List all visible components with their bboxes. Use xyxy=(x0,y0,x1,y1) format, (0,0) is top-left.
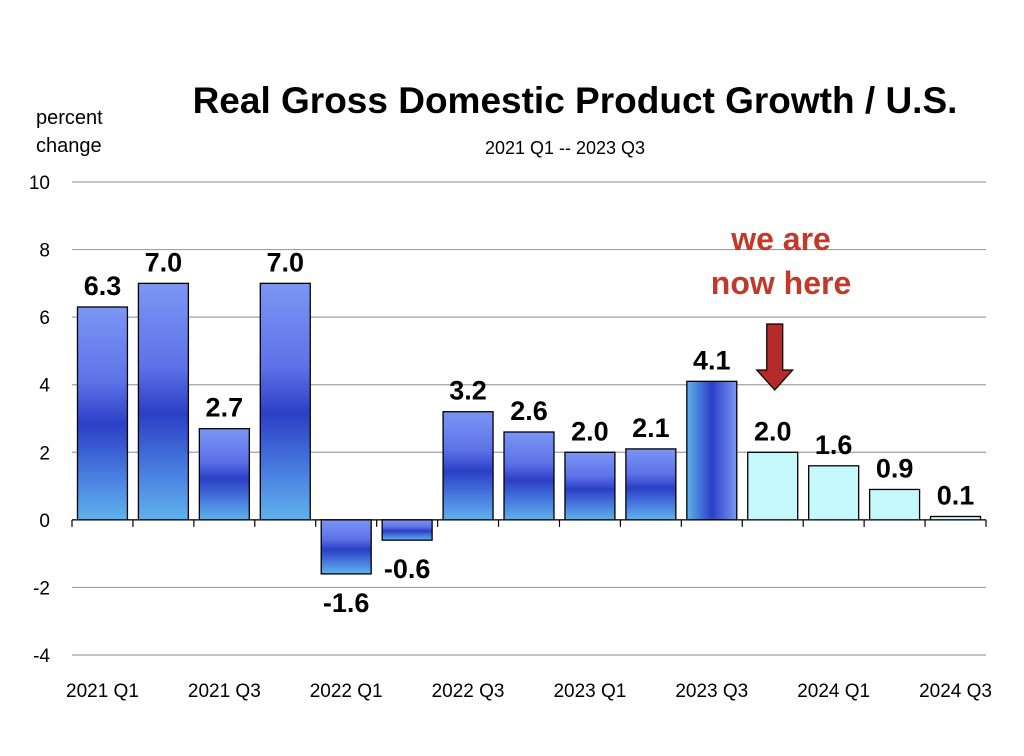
x-tick-labels: 2021 Q1 2021 Q3 2022 Q1 2022 Q3 2023 Q1 2023 … xyxy=(66,681,992,702)
data-label: 2.6 xyxy=(510,396,548,426)
y-tick-label: -4 xyxy=(33,646,50,667)
bar-2023-q1 xyxy=(564,451,616,521)
y-axis-label-line-2: change xyxy=(36,135,102,157)
annotation-line-1: we are xyxy=(731,221,831,257)
bar-2023-q4 xyxy=(747,451,799,521)
x-tick-label: 2023 Q1 xyxy=(553,681,626,702)
bar-2024-q1 xyxy=(808,465,860,521)
bar-2022-q3 xyxy=(442,411,494,521)
bar-2022-q1 xyxy=(320,519,372,575)
bar-2023-q3 xyxy=(686,380,738,521)
data-label: 2.0 xyxy=(754,416,792,446)
bars xyxy=(76,282,982,575)
bar-2021-q1 xyxy=(76,306,129,521)
data-label: 2.7 xyxy=(206,393,244,423)
y-tick-label: 0 xyxy=(39,511,50,532)
y-tick-label: 2 xyxy=(39,443,50,464)
bar-2021-q4 xyxy=(259,282,311,521)
data-label: -0.6 xyxy=(384,554,431,584)
bar-2022-q2 xyxy=(381,519,433,541)
x-tick-label: 2022 Q1 xyxy=(310,681,383,702)
data-label: 3.2 xyxy=(449,376,487,406)
y-axis-label-line-1: percent xyxy=(36,107,103,129)
y-tick-label: -2 xyxy=(33,578,50,599)
data-label: 4.1 xyxy=(693,345,731,375)
bar-2023-q2 xyxy=(625,448,677,521)
y-axis-label: percent change xyxy=(36,104,103,160)
data-label: 7.0 xyxy=(145,247,183,277)
x-tick-label: 2022 Q3 xyxy=(432,681,505,702)
chart-subtitle: 2021 Q1 -- 2023 Q3 xyxy=(484,138,646,158)
data-label: 1.6 xyxy=(815,430,853,460)
data-label: 2.0 xyxy=(571,416,609,446)
y-tick-label: 10 xyxy=(29,173,50,194)
x-tick-label: 2024 Q3 xyxy=(919,681,992,702)
bar-2024-q3 xyxy=(929,515,982,521)
x-tick-label: 2021 Q3 xyxy=(188,681,261,702)
down-arrow-icon xyxy=(755,323,795,391)
data-label: -1.6 xyxy=(323,588,370,618)
x-tick-label: 2024 Q1 xyxy=(797,681,870,702)
bar-2021-q2 xyxy=(137,282,190,521)
annotation-text: we are now here xyxy=(700,217,862,305)
data-label: 0.9 xyxy=(876,453,914,483)
x-tick-label: 2021 Q1 xyxy=(66,681,139,702)
bar-2024-q2 xyxy=(868,488,921,521)
y-tick-labels: -4 -2 0 2 4 6 8 10 xyxy=(29,173,51,667)
y-tick-label: 4 xyxy=(39,376,50,397)
annotation-arrow xyxy=(755,323,795,391)
annotation-line-2: now here xyxy=(710,265,852,301)
chart-title: Real Gross Domestic Product Growth / U.S… xyxy=(192,80,958,121)
x-tick-label: 2023 Q3 xyxy=(675,681,748,702)
data-labels: 6.3 7.0 2.7 7.0 -1.6 -0.6 3.2 2.6 2.0 2.1 4.1 2.0 1.… xyxy=(84,247,975,618)
data-label: 6.3 xyxy=(84,271,122,301)
data-label: 0.1 xyxy=(937,480,975,510)
y-tick-label: 6 xyxy=(39,308,50,329)
data-label: 2.1 xyxy=(632,413,670,443)
y-tick-label: 8 xyxy=(39,241,50,262)
bar-2021-q3 xyxy=(198,427,250,521)
data-label: 7.0 xyxy=(266,247,304,277)
bar-2022-q4 xyxy=(503,431,555,521)
